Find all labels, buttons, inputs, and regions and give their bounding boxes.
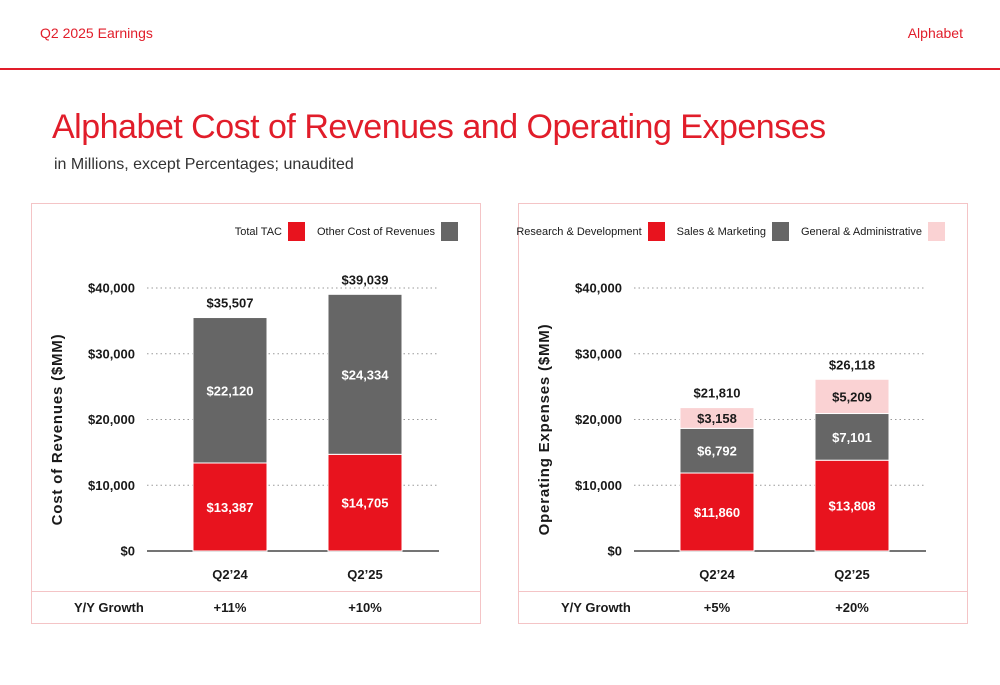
opex-growth-label: Y/Y Growth: [561, 600, 631, 615]
cor-bar-segment: [327, 293, 403, 455]
opex-y-tick-label: $40,000: [575, 281, 622, 296]
cor-bar-segment: [192, 317, 268, 464]
cor-y-tick-label: $10,000: [88, 478, 135, 493]
cor-y-tick-label: $30,000: [88, 346, 135, 361]
opex-bar-segment: [814, 378, 890, 415]
opex-y-tick-label: $20,000: [575, 412, 622, 427]
opex-data-label: $11,860: [694, 505, 740, 520]
opex-data-label: $13,808: [829, 499, 876, 514]
opex-data-label: $5,209: [832, 389, 872, 404]
cor-x-tick-label: Q2’25: [347, 567, 382, 582]
opex-data-label: $3,158: [697, 411, 737, 426]
header-divider: [0, 68, 1000, 70]
opex-y-tick-label: $0: [608, 544, 622, 559]
cor-legend-label: Other Cost of Revenues: [316, 225, 435, 238]
cost-of-revenues-panel: $0 $10,000 $20,000 $30,000 $40,000 Cost of Re…: [31, 203, 481, 624]
cor-legend-label: Total TAC: [234, 225, 282, 238]
opex-legend: Research & Development Sales & Marketing G…: [516, 222, 945, 241]
cor-legend-swatch: [441, 222, 458, 241]
cor-legend-swatch: [287, 222, 305, 241]
cor-bar-segment: [192, 462, 268, 552]
page-subtitle: in Millions, except Percentages; unaudit…: [54, 156, 354, 173]
cor-growth-label: Y/Y Growth: [74, 600, 144, 615]
opex-bar-segment: [814, 413, 890, 461]
opex-x-tick-label: Q2’24: [699, 567, 735, 582]
cor-data-label: $22,120: [207, 383, 254, 398]
cor-y-axis-title: Cost of Revenues ($MM): [49, 334, 66, 526]
header-report-label: Q2 2025 Earnings: [40, 25, 153, 41]
opex-y-tick-label: $30,000: [575, 346, 622, 361]
opex-y-axis-title: Operating Expenses ($MM): [536, 324, 553, 536]
cor-growth-divider: [32, 591, 480, 592]
opex-legend-item: Research & Development: [516, 222, 665, 241]
opex-bar-segment: [679, 427, 755, 474]
opex-y-tick-label: $10,000: [575, 478, 622, 493]
cor-legend-item: Other Cost of Revenues: [317, 222, 458, 241]
cor-y-tick-label: $0: [121, 544, 135, 559]
opex-chart-svg: $0 $10,000 $20,000 $30,000 $40,000 Operating …: [536, 281, 926, 582]
cor-total-label: $39,039: [342, 272, 389, 287]
cor-legend-item: Total TAC: [235, 222, 305, 241]
opex-total-label: $21,810: [694, 386, 741, 401]
opex-growth-value: +20%: [835, 600, 869, 615]
opex-data-label: $7,101: [832, 430, 872, 445]
opex-legend-swatch: [647, 222, 665, 241]
cor-bar-segment: [327, 453, 403, 552]
opex-legend-item: Sales & Marketing: [677, 222, 789, 241]
opex-data-label: $6,792: [697, 444, 737, 459]
opex-bar-segment: [814, 459, 890, 552]
opex-growth-divider: [519, 591, 967, 592]
cor-y-tick-label: $40,000: [88, 281, 135, 296]
opex-growth-value: +5%: [703, 600, 731, 615]
cor-y-tick-label: $20,000: [88, 412, 135, 427]
header-company-label: Alphabet: [907, 25, 963, 41]
opex-legend-swatch: [771, 222, 789, 241]
opex-total-label: $26,118: [829, 357, 875, 372]
opex-legend-label: General & Administrative: [800, 225, 922, 238]
cor-total-label: $35,507: [207, 296, 254, 311]
cor-growth-value: +10%: [348, 600, 382, 615]
opex-bar-segment: [679, 472, 755, 552]
cor-x-tick-label: Q2’24: [212, 567, 248, 582]
operating-expenses-panel: $0 $10,000 $20,000 $30,000 $40,000 Operating …: [516, 203, 968, 624]
opex-legend-swatch: [928, 222, 945, 241]
opex-legend-label: Research & Development: [516, 225, 642, 238]
cor-data-label: $24,334: [342, 367, 390, 382]
cor-growth-value: +11%: [213, 600, 247, 615]
opex-legend-item: General & Administrative: [801, 222, 945, 241]
opex-bar-segment: [679, 407, 755, 429]
page-title: Alphabet Cost of Revenues and Operating …: [52, 108, 826, 146]
opex-x-tick-label: Q2’25: [834, 567, 869, 582]
cor-data-label: $14,705: [342, 496, 389, 511]
opex-legend-label: Sales & Marketing: [676, 225, 766, 238]
cor-data-label: $13,387: [207, 500, 254, 515]
cor-legend: Total TAC Other Cost of Revenues: [235, 222, 458, 241]
cor-chart-svg: $0 $10,000 $20,000 $30,000 $40,000 Cost of Re…: [49, 272, 439, 582]
